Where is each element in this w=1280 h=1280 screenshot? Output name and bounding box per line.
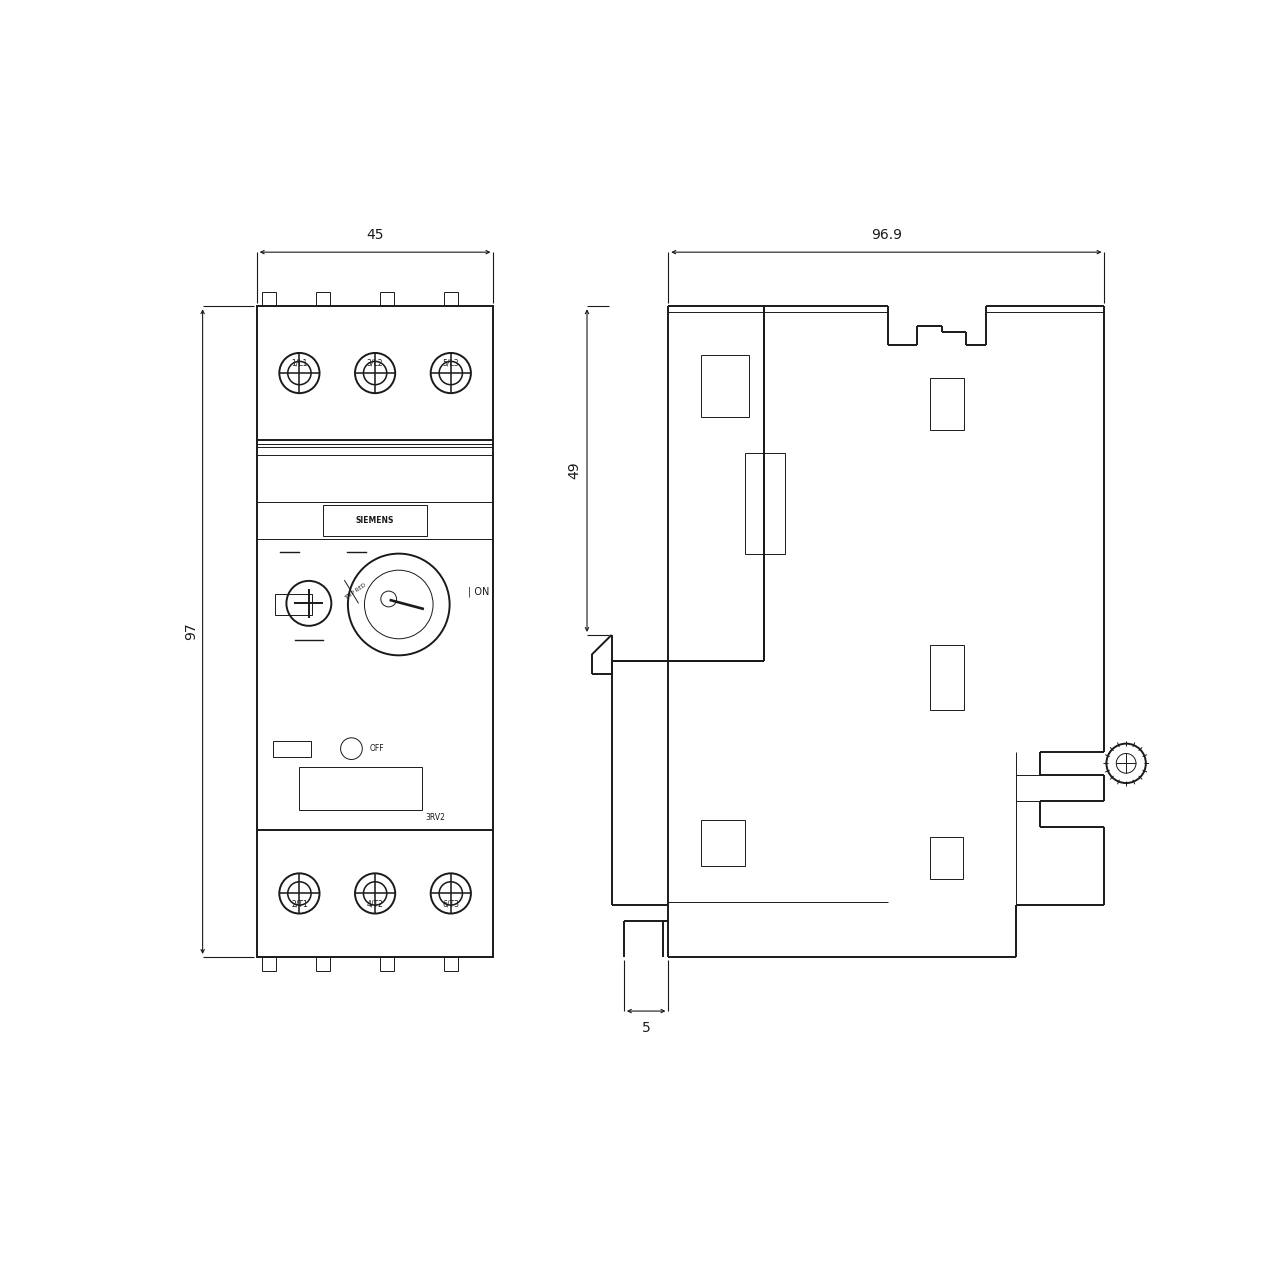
Text: 6/T3: 6/T3 bbox=[443, 900, 460, 909]
Text: TRIP RED: TRIP RED bbox=[343, 582, 366, 600]
Bar bbox=[275, 594, 312, 614]
Bar bbox=[300, 768, 422, 810]
Text: 49: 49 bbox=[567, 462, 581, 480]
Text: 45: 45 bbox=[366, 228, 384, 242]
Bar bbox=[745, 453, 785, 553]
Bar bbox=[444, 957, 458, 972]
Text: 4/T2: 4/T2 bbox=[366, 900, 384, 909]
Bar bbox=[323, 506, 428, 536]
Bar bbox=[444, 292, 458, 306]
Bar bbox=[380, 292, 394, 306]
Bar bbox=[701, 820, 745, 865]
Text: | ON: | ON bbox=[468, 586, 490, 596]
Text: 96.9: 96.9 bbox=[870, 228, 902, 242]
Text: 97: 97 bbox=[184, 623, 198, 640]
Bar bbox=[316, 957, 330, 972]
Bar bbox=[380, 957, 394, 972]
Text: 3/L2: 3/L2 bbox=[367, 358, 383, 367]
Text: SIEMENS: SIEMENS bbox=[356, 516, 394, 525]
Text: 5: 5 bbox=[641, 1021, 650, 1036]
Bar bbox=[257, 306, 493, 957]
Bar bbox=[261, 292, 275, 306]
Bar bbox=[274, 741, 311, 756]
Bar bbox=[929, 837, 963, 879]
Text: 2/T1: 2/T1 bbox=[291, 900, 307, 909]
Bar bbox=[316, 292, 330, 306]
Text: 5/L3: 5/L3 bbox=[443, 358, 460, 367]
Bar bbox=[929, 378, 964, 430]
Bar bbox=[929, 645, 964, 709]
Text: 1/L1: 1/L1 bbox=[292, 358, 307, 367]
Text: 3RV2: 3RV2 bbox=[425, 813, 445, 822]
Text: OFF: OFF bbox=[369, 744, 384, 753]
Bar bbox=[261, 957, 275, 972]
Bar bbox=[701, 355, 750, 417]
